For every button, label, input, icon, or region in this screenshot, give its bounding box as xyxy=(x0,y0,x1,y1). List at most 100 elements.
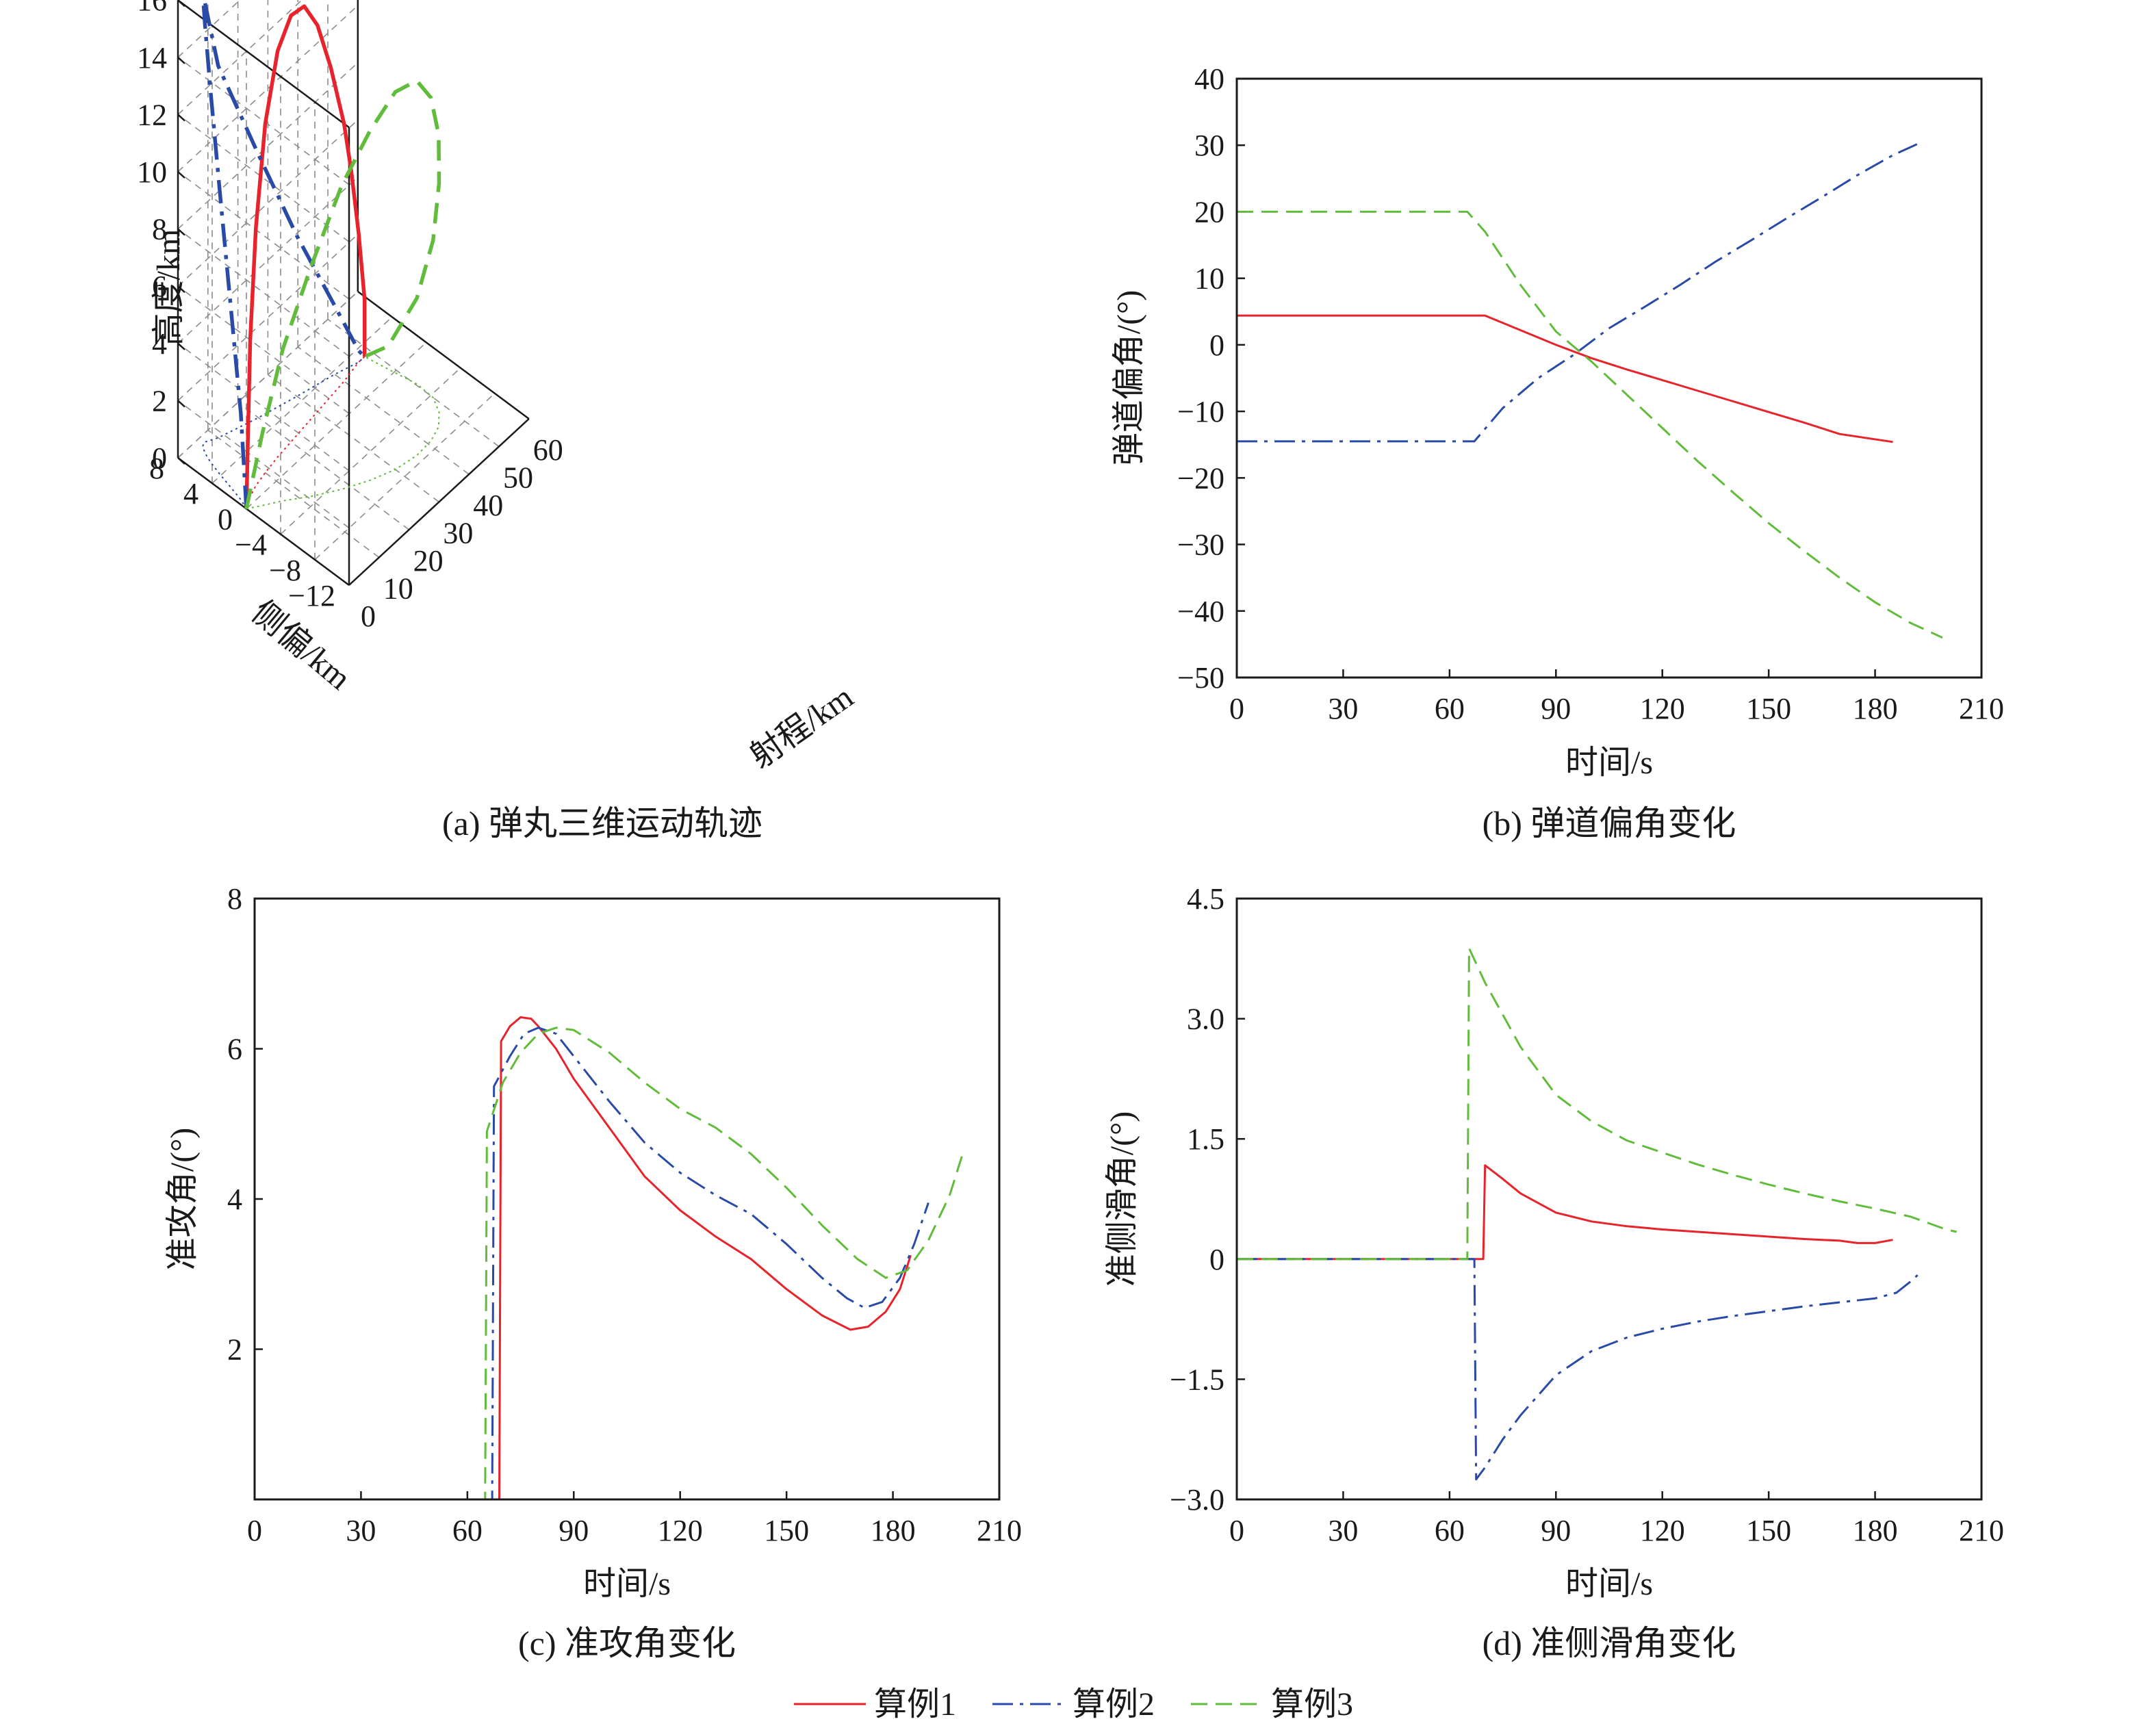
c-y-tick-label: 4 xyxy=(227,1183,242,1216)
d-x-tick-label: 0 xyxy=(1229,1514,1244,1547)
c-x-tick-label: 0 xyxy=(247,1514,262,1547)
d-x-tick-label: 90 xyxy=(1541,1514,1571,1547)
b-y-tick-label: −40 xyxy=(1177,595,1224,628)
d-caption: (d) 准侧滑角变化 xyxy=(1483,1624,1736,1662)
a-side-grid-line xyxy=(178,344,349,471)
a-side-grid-line xyxy=(178,286,349,413)
a-y-tick-label: −4 xyxy=(235,528,267,562)
a-series-3-trajectory xyxy=(246,81,439,509)
d-series-2-line xyxy=(1237,1259,1918,1480)
panel-b-ballistic-deflection: 0 30 60 90 120 150 180 210 −50 −40 −30 −20 −10 0 10 20… xyxy=(1111,62,2004,842)
b-y-tick-label: 10 xyxy=(1194,262,1224,296)
a-z-tick xyxy=(178,458,185,464)
b-x-axis-label: 时间/s xyxy=(1565,745,1653,781)
a-z-tick-label: 10 xyxy=(137,155,167,189)
b-series-2-line xyxy=(1237,144,1918,441)
legend-label-case3: 算例3 xyxy=(1271,1686,1353,1723)
legend-label-case2: 算例2 xyxy=(1073,1686,1155,1723)
d-x-tick-label: 180 xyxy=(1853,1514,1898,1547)
c-x-tick-label: 180 xyxy=(871,1514,916,1547)
b-y-tick-label: −30 xyxy=(1177,528,1224,562)
a-x-tick-label: 40 xyxy=(473,489,503,522)
b-y-tick-label: −10 xyxy=(1177,395,1224,428)
b-x-tick-label: 0 xyxy=(1229,692,1244,725)
legend: 算例1 算例2 算例3 xyxy=(794,1686,1353,1723)
a-z-tick-label: 14 xyxy=(137,41,167,75)
a-z-tick xyxy=(178,0,185,6)
b-y-axis-label: 弹道偏角/(°) xyxy=(1111,290,1147,466)
c-x-tick-label: 120 xyxy=(658,1514,703,1547)
d-x-tick-labels: 0 30 60 90 120 150 180 210 xyxy=(1229,1514,2004,1547)
c-y-axis-label: 准攻角/(°) xyxy=(164,1128,201,1271)
d-plot-frame xyxy=(1237,899,1981,1499)
d-x-tick-label: 60 xyxy=(1435,1514,1465,1547)
a-x-tick-label: 30 xyxy=(443,517,473,550)
d-y-axis-label: 准侧滑角/(°) xyxy=(1104,1111,1140,1287)
b-y-tick-label: 40 xyxy=(1194,62,1224,96)
a-y-tick-labels: 840−4−8−12 xyxy=(149,452,335,612)
b-series-1-line xyxy=(1237,315,1893,442)
c-ticks xyxy=(255,899,999,1499)
d-series xyxy=(1237,949,1957,1480)
d-y-tick-label: 3.0 xyxy=(1187,1003,1224,1036)
b-x-tick-label: 210 xyxy=(1959,692,2004,725)
c-series-1-line xyxy=(255,1017,911,1499)
d-y-tick-label: −3.0 xyxy=(1170,1483,1224,1517)
b-y-tick-label: −20 xyxy=(1177,461,1224,495)
d-y-tick-label: 0 xyxy=(1209,1243,1224,1276)
d-y-tick-label: 4.5 xyxy=(1187,882,1224,916)
a-side-grid-line xyxy=(178,229,349,357)
d-x-tick-label: 150 xyxy=(1746,1514,1791,1547)
b-y-tick-label: −50 xyxy=(1177,661,1224,695)
a-floor-grid-line xyxy=(208,430,379,558)
a-z-tick-label: 16 xyxy=(137,0,167,17)
d-ticks xyxy=(1237,899,1981,1499)
a-y-tick-label: 4 xyxy=(183,477,198,511)
c-series-2-line xyxy=(255,1028,928,1499)
b-x-tick-labels: 0 30 60 90 120 150 180 210 xyxy=(1229,692,2004,725)
b-x-tick-label: 120 xyxy=(1640,692,1685,725)
b-x-tick-label: 30 xyxy=(1328,692,1358,725)
c-x-tick-label: 30 xyxy=(346,1514,376,1547)
a-y-tick-label: 8 xyxy=(149,452,164,485)
a-x-tick-label: 10 xyxy=(383,572,413,606)
a-caption: (a) 弹丸三维运动轨迹 xyxy=(442,804,762,842)
b-x-tick-label: 60 xyxy=(1435,692,1465,725)
a-z-tick xyxy=(178,57,185,64)
a-z-axis-label: 高度/km xyxy=(151,229,187,346)
c-x-tick-label: 210 xyxy=(977,1514,1022,1547)
b-x-tick-label: 90 xyxy=(1541,692,1571,725)
c-caption: (c) 准攻角变化 xyxy=(518,1624,736,1662)
b-x-tick-label: 180 xyxy=(1853,692,1898,725)
d-x-tick-label: 210 xyxy=(1959,1514,2004,1547)
legend-label-case1: 算例1 xyxy=(874,1686,956,1723)
a-box-edge xyxy=(358,292,529,419)
d-x-tick-label: 30 xyxy=(1328,1514,1358,1547)
b-x-tick-label: 150 xyxy=(1746,692,1791,725)
d-x-axis-label: 时间/s xyxy=(1565,1566,1653,1602)
a-z-tick-label: 2 xyxy=(152,384,167,417)
a-floor-grid-line xyxy=(298,347,469,474)
b-caption: (b) 弹道偏角变化 xyxy=(1483,804,1736,842)
a-z-tick xyxy=(178,114,185,120)
c-x-tick-label: 90 xyxy=(559,1514,589,1547)
b-series xyxy=(1237,144,1942,637)
b-y-tick-label: 20 xyxy=(1194,195,1224,229)
d-x-tick-label: 120 xyxy=(1640,1514,1685,1547)
d-y-tick-labels: −3.0−1.501.53.04.5 xyxy=(1170,882,1224,1517)
c-series xyxy=(255,1017,964,1499)
a-y-tick-label: −12 xyxy=(288,579,335,612)
a-box-edge xyxy=(178,458,349,585)
a-z-tick xyxy=(178,400,185,407)
d-y-tick-label: −1.5 xyxy=(1170,1363,1224,1396)
a-ground-projections xyxy=(203,357,439,508)
a-floor-grid-line xyxy=(281,368,461,534)
c-x-axis-label: 时间/s xyxy=(583,1566,671,1602)
a-side-grid-line xyxy=(178,400,349,528)
